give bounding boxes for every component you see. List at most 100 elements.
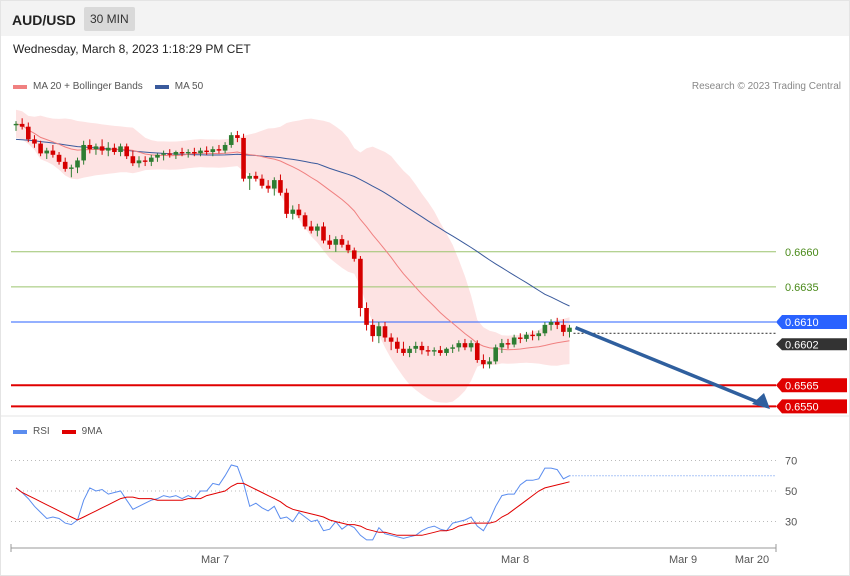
candle bbox=[241, 133, 246, 182]
candle-body bbox=[438, 350, 443, 353]
rsi-ma-label: 9MA bbox=[81, 426, 103, 437]
candle-body bbox=[474, 343, 480, 360]
ma50-swatch bbox=[154, 84, 169, 89]
candle-body bbox=[456, 343, 462, 348]
candle-body bbox=[530, 334, 535, 337]
candle-body bbox=[351, 250, 357, 259]
candle bbox=[456, 340, 462, 352]
candle bbox=[192, 147, 197, 157]
candle bbox=[19, 118, 25, 130]
candle-body bbox=[198, 150, 203, 154]
candle-body bbox=[431, 350, 437, 352]
candle bbox=[161, 150, 166, 161]
candle bbox=[468, 340, 474, 352]
rsi-legend: RSI 9MA bbox=[13, 426, 114, 437]
candle-body bbox=[364, 308, 369, 325]
candle bbox=[124, 143, 129, 160]
rsi-label: RSI bbox=[33, 426, 50, 437]
candle-body bbox=[118, 146, 123, 152]
candle bbox=[419, 341, 425, 355]
candle-body bbox=[296, 209, 302, 216]
candle-body bbox=[308, 226, 314, 231]
candle bbox=[296, 204, 302, 219]
candle-body bbox=[216, 149, 222, 151]
candle bbox=[198, 147, 203, 157]
candle bbox=[474, 340, 480, 363]
candle bbox=[93, 143, 99, 155]
candle bbox=[50, 144, 56, 158]
candle-body bbox=[542, 324, 548, 334]
candle bbox=[13, 121, 19, 131]
candle bbox=[118, 143, 123, 157]
candle bbox=[167, 149, 173, 158]
candle-body bbox=[395, 341, 400, 349]
candle-body bbox=[265, 185, 271, 189]
timeframe-badge[interactable]: 30 MIN bbox=[84, 7, 135, 31]
legend-rsi-ma: 9MA bbox=[61, 426, 103, 437]
candle-body bbox=[192, 152, 197, 154]
forecast-arrow-line bbox=[574, 326, 761, 405]
candle-body bbox=[155, 154, 160, 158]
candle-body bbox=[50, 150, 56, 155]
x-tick-label: Mar 9 bbox=[669, 554, 697, 566]
level-tag-0.6565 bbox=[776, 378, 847, 393]
ma20-swatch bbox=[13, 84, 27, 89]
candle-body bbox=[124, 146, 129, 157]
candle-body bbox=[327, 240, 332, 245]
candle bbox=[216, 144, 222, 154]
candle bbox=[302, 212, 308, 230]
candle-body bbox=[339, 239, 345, 245]
candle-body bbox=[481, 360, 486, 365]
candle bbox=[505, 338, 511, 349]
candle-body bbox=[38, 143, 43, 154]
candle-body bbox=[253, 175, 259, 179]
candle bbox=[431, 347, 437, 356]
candle-body bbox=[407, 348, 412, 353]
candle bbox=[69, 164, 74, 178]
candle-body bbox=[499, 343, 505, 348]
candle-body bbox=[62, 161, 68, 169]
candle-body bbox=[358, 258, 363, 308]
candle bbox=[450, 344, 455, 353]
symbol-title: AUD/USD bbox=[12, 12, 76, 28]
candle-body bbox=[75, 160, 80, 168]
candle-body bbox=[222, 144, 228, 151]
candle bbox=[259, 174, 265, 189]
candle-body bbox=[142, 160, 148, 162]
candle-body bbox=[32, 139, 37, 144]
x-tick-label: Mar 7 bbox=[201, 554, 229, 566]
level-label-0.6660: 0.6660 bbox=[785, 247, 819, 259]
chart-header: AUD/USD 30 MIN bbox=[1, 1, 849, 36]
candle bbox=[26, 122, 31, 143]
candle bbox=[561, 319, 566, 337]
candle bbox=[425, 345, 431, 356]
candle-body bbox=[247, 175, 252, 179]
candle bbox=[548, 319, 554, 331]
candle bbox=[56, 152, 62, 165]
candle-body bbox=[13, 123, 19, 126]
candle bbox=[272, 177, 277, 196]
candle-body bbox=[204, 150, 209, 152]
candle bbox=[44, 147, 50, 160]
candle-body bbox=[290, 209, 296, 214]
candle bbox=[493, 344, 498, 365]
candle-body bbox=[228, 135, 234, 145]
candle bbox=[413, 341, 419, 353]
candle-body bbox=[130, 156, 136, 164]
candle-body bbox=[425, 350, 431, 352]
candle bbox=[204, 146, 209, 155]
candle-body bbox=[278, 180, 283, 193]
candle bbox=[462, 338, 468, 351]
candle bbox=[499, 338, 505, 353]
candle bbox=[185, 149, 191, 158]
candle-body bbox=[179, 152, 185, 154]
candle bbox=[290, 205, 296, 220]
candle-body bbox=[136, 160, 142, 164]
candle-body bbox=[105, 147, 111, 151]
candle-body bbox=[419, 345, 425, 351]
candle bbox=[487, 357, 492, 369]
candle-body bbox=[259, 178, 265, 186]
candle bbox=[62, 157, 68, 172]
candle bbox=[130, 150, 136, 167]
candle-body bbox=[81, 144, 86, 161]
